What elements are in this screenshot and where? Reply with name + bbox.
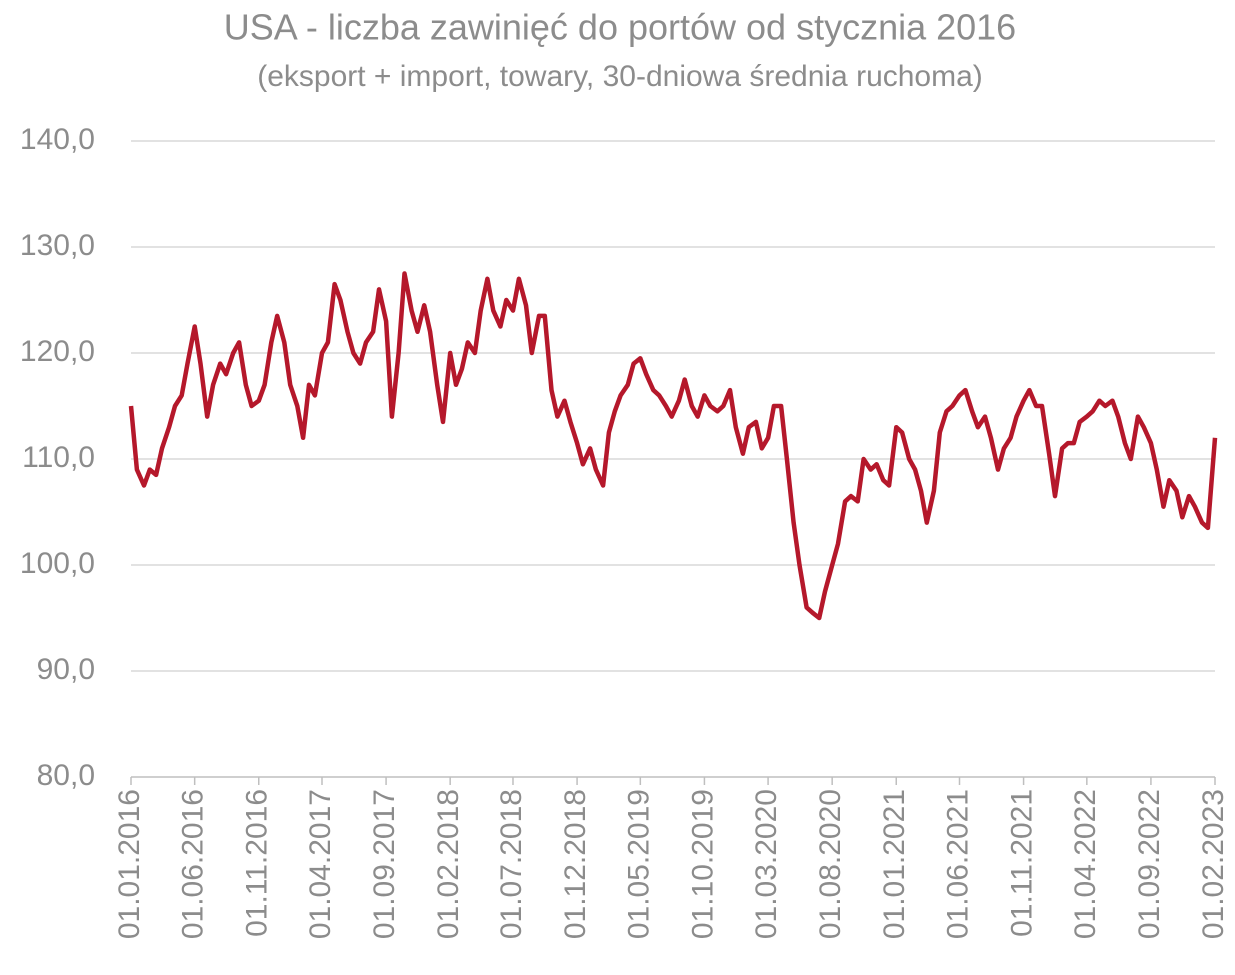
x-tick-label: 01.01.2021 — [878, 789, 911, 939]
x-tick-label: 01.11.2021 — [1006, 789, 1039, 937]
x-tick-label: 01.06.2021 — [941, 789, 974, 939]
data-line — [128, 271, 1218, 621]
y-tick-label: 100,0 — [20, 547, 95, 580]
chart-title: USA - liczba zawinięć do portów od stycz… — [224, 7, 1016, 48]
y-tick-label: 140,0 — [20, 123, 95, 156]
x-tick-label: 01.09.2017 — [368, 789, 401, 939]
y-tick-label: 110,0 — [22, 441, 95, 474]
x-tick-label: 01.04.2017 — [304, 789, 337, 939]
y-tick-label: 130,0 — [20, 229, 95, 262]
x-tick-label: 01.02.2018 — [432, 789, 465, 939]
x-tick-label: 01.10.2019 — [686, 789, 719, 939]
x-tick-label: 01.02.2023 — [1197, 789, 1230, 939]
x-tick-label: 01.11.2016 — [241, 789, 274, 937]
x-tick-label: 01.06.2016 — [177, 789, 210, 939]
x-tick-label: 01.09.2022 — [1133, 789, 1166, 939]
x-tick-label: 01.05.2019 — [622, 789, 655, 939]
y-tick-label: 80,0 — [37, 759, 95, 792]
x-tick-label: 01.08.2020 — [814, 789, 847, 939]
chart-subtitle: (eksport + import, towary, 30-dniowa śre… — [257, 60, 983, 93]
y-tick-label: 90,0 — [37, 653, 95, 686]
x-tick-label: 01.12.2018 — [559, 789, 592, 939]
x-tick-label: 01.04.2022 — [1069, 789, 1102, 939]
x-tick-label: 01.01.2016 — [113, 789, 146, 939]
x-tick-label: 01.07.2018 — [495, 789, 528, 939]
y-tick-label: 120,0 — [20, 335, 95, 368]
x-tick-label: 01.03.2020 — [750, 789, 783, 939]
